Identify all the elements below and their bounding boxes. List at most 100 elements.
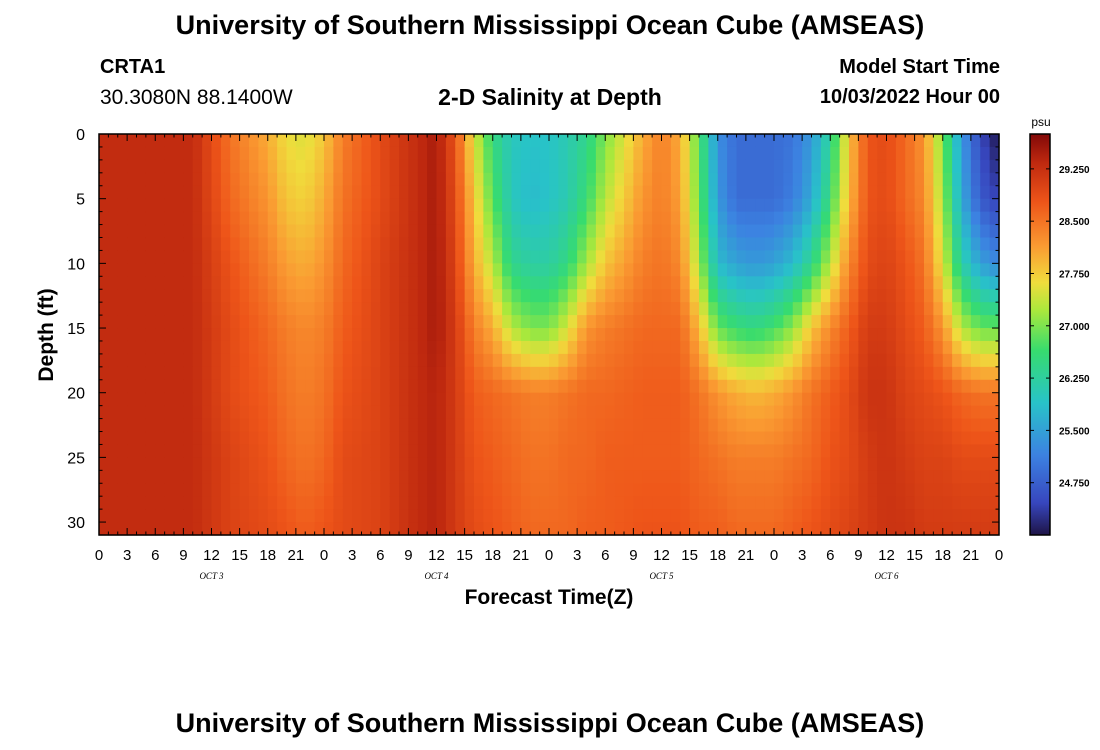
heatmap-cell [933,496,944,510]
heatmap-cell [567,263,578,277]
heatmap-cell [811,418,822,433]
heatmap-cell [680,198,691,213]
heatmap-cell [164,457,175,471]
heatmap-cell [961,224,972,239]
heatmap-cell [905,405,916,420]
heatmap-cell [211,457,222,471]
heatmap-cell [174,379,184,394]
heatmap-cell [445,237,456,252]
heatmap-cell [745,392,756,407]
heatmap-cell [567,522,578,536]
heatmap-cell [755,353,766,368]
heatmap-cell [727,159,738,174]
heatmap-cell [633,211,644,226]
heatmap-cell [464,237,475,252]
heatmap-cell [792,379,803,394]
heatmap-cell [952,211,963,226]
heatmap-cell [989,302,1000,316]
heatmap-cell [399,379,409,394]
heatmap-cell [202,289,213,303]
heatmap-cell [492,250,503,264]
heatmap-cell [614,172,625,187]
heatmap-cell [502,211,513,226]
heatmap-cell [886,172,897,187]
heatmap-cell [558,340,569,355]
heatmap-cell [952,379,963,394]
heatmap-cell [136,418,147,433]
heatmap-cell [699,483,709,497]
heatmap-cell [792,185,803,200]
heatmap-cell [127,353,138,368]
heatmap-cell [492,302,503,316]
heatmap-cell [361,250,372,264]
heatmap-cell [942,366,953,381]
heatmap-cell [624,134,634,148]
heatmap-cell [380,444,391,458]
heatmap-cell [699,509,709,523]
heatmap-cell [230,457,241,471]
heatmap-cell [755,392,766,407]
heatmap-cell [849,211,859,226]
x-tick-label: 0 [545,547,553,564]
heatmap-cell [277,366,288,381]
heatmap-cell [492,198,503,213]
heatmap-cell [502,483,513,497]
heatmap-cell [624,146,634,161]
heatmap-cell [605,444,616,458]
heatmap-cell [839,405,850,420]
heatmap-cell [108,185,119,200]
heatmap-cell [989,353,1000,368]
heatmap-cell [924,146,934,161]
heatmap-cell [174,276,184,290]
heatmap-cell [970,340,981,355]
heatmap-cell [539,483,550,497]
heatmap-cell [905,198,916,213]
heatmap-cell [942,328,953,342]
heatmap-cell [980,237,991,252]
heatmap-cell [792,289,803,303]
heatmap-cell [324,289,334,303]
heatmap-cell [145,211,156,226]
heatmap-cell [202,522,213,536]
heatmap-cell [839,392,850,407]
heatmap-cell [399,315,409,329]
heatmap-cell [755,470,766,484]
heatmap-cell [474,146,484,161]
heatmap-cell [877,353,888,368]
heatmap-cell [614,470,625,484]
heatmap-cell [670,224,681,239]
heatmap-cell [820,302,831,316]
heatmap-cell [155,302,166,316]
heatmap-cell [661,483,672,497]
heatmap-cell [802,134,813,148]
heatmap-cell [652,328,663,342]
heatmap-cell [249,366,259,381]
heatmap-cell [520,470,531,484]
heatmap-cell [408,237,419,252]
heatmap-cell [849,496,859,510]
heatmap-cell [314,379,325,394]
heatmap-cell [652,457,663,471]
heatmap-cell [202,509,213,523]
heatmap-cell [624,392,634,407]
heatmap-cell [520,353,531,368]
heatmap-cell [277,418,288,433]
heatmap-cell [136,509,147,523]
heatmap-cell [539,366,550,381]
heatmap-cell [914,289,925,303]
heatmap-cell [145,250,156,264]
heatmap-cell [736,353,747,368]
heatmap-cell [745,328,756,342]
heatmap-cell [352,211,363,226]
heatmap-cell [539,302,550,316]
heatmap-cell [849,457,859,471]
heatmap-cell [249,431,259,446]
heatmap-cell [464,134,475,148]
heatmap-cell [155,379,166,394]
heatmap-cell [258,483,269,497]
heatmap-cell [905,444,916,458]
heatmap-cell [427,185,438,200]
heatmap-cell [642,211,653,226]
heatmap-cell [408,353,419,368]
heatmap-cell [652,353,663,368]
